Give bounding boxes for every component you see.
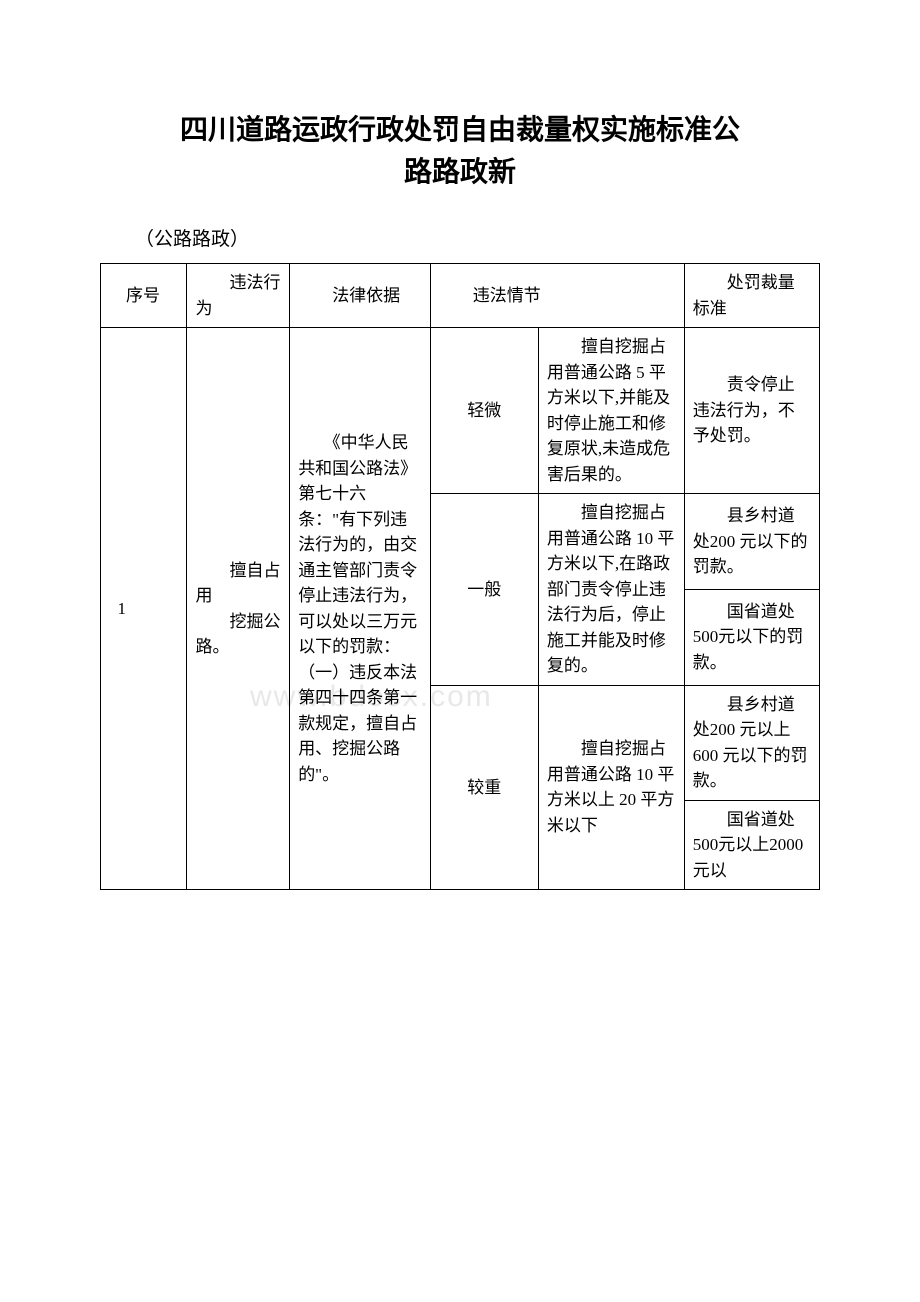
cell-penalty-normal-2: 国省道处 500元以下的罚款。 xyxy=(684,589,819,685)
document-subtitle: （公路路政） xyxy=(135,224,820,251)
cell-penalty-normal-1: 县乡村道处200 元以下的罚款。 xyxy=(684,494,819,590)
cell-penalty-heavy-2: 国省道处 500元以上2000 元以 xyxy=(684,800,819,890)
cell-behavior: 擅自占用 挖掘公路。 xyxy=(187,328,290,890)
header-penalty: 处罚裁量标准 xyxy=(684,264,819,328)
cell-basis: 《中华人民共和国公路法》第七十六条："有下列违法行为的，由交通主管部门责令停止违… xyxy=(290,328,431,890)
header-situation: 违法情节 xyxy=(430,264,684,328)
cell-severity-light: 轻微 xyxy=(430,328,538,494)
penalty-table: 序号 违法行为 法律依据 违法情节 处罚裁量标准 1 擅自占用 挖掘公路。 《中… xyxy=(100,263,820,890)
table-header-row: 序号 违法行为 法律依据 违法情节 处罚裁量标准 xyxy=(101,264,820,328)
cell-seq: 1 xyxy=(101,328,187,890)
header-seq: 序号 xyxy=(101,264,187,328)
header-behavior: 违法行为 xyxy=(187,264,290,328)
table-row: 1 擅自占用 挖掘公路。 《中华人民共和国公路法》第七十六条："有下列违法行为的… xyxy=(101,328,820,494)
title-line-1: 四川道路运政行政处罚自由裁量权实施标准公 xyxy=(100,110,820,152)
cell-penalty-light: 责令停止违法行为，不予处罚。 xyxy=(684,328,819,494)
cell-detail-normal: 擅自挖掘占用普通公路 10 平方米以下,在路政部门责令停止违法行为后，停止施工并… xyxy=(538,494,684,686)
title-line-2: 路路政新 xyxy=(100,152,820,194)
header-basis: 法律依据 xyxy=(290,264,431,328)
cell-severity-normal: 一般 xyxy=(430,494,538,686)
cell-penalty-heavy-1: 县乡村道处200 元以上 600 元以下的罚款。 xyxy=(684,685,819,800)
document-title: 四川道路运政行政处罚自由裁量权实施标准公 路路政新 xyxy=(100,110,820,194)
cell-detail-heavy: 擅自挖掘占用普通公路 10 平方米以上 20 平方米以下 xyxy=(538,685,684,890)
cell-severity-heavy: 较重 xyxy=(430,685,538,890)
cell-detail-light: 擅自挖掘占用普通公路 5 平方米以下,并能及时停止施工和修复原状,未造成危害后果… xyxy=(538,328,684,494)
